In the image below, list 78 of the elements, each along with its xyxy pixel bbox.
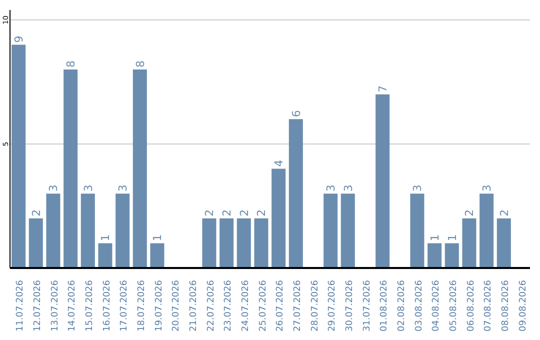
data-label: 2 — [498, 209, 511, 216]
bar — [64, 70, 78, 268]
x-tick-label: 07.08.2026 — [484, 280, 494, 332]
x-tick-label: 16.07.2026 — [102, 280, 112, 332]
x-tick-label: 19.07.2026 — [154, 280, 164, 332]
bar — [272, 168, 286, 268]
data-label: 1 — [99, 234, 112, 242]
bar — [28, 218, 43, 268]
data-label: 3 — [324, 184, 338, 192]
data-label: 2 — [203, 209, 216, 216]
data-label: 4 — [272, 160, 286, 167]
x-tick-label: 02.08.2026 — [397, 280, 407, 332]
data-label: 9 — [12, 36, 26, 43]
bar — [324, 194, 338, 268]
data-label: 2 — [30, 209, 43, 216]
data-label: 2 — [238, 209, 251, 216]
x-tick-label: 21.07.2026 — [189, 280, 199, 332]
bar — [98, 243, 112, 268]
data-label: 3 — [82, 184, 95, 192]
x-tick-label: 15.07.2026 — [85, 280, 95, 332]
bar — [444, 243, 459, 268]
data-label: 3 — [47, 184, 60, 192]
x-tick-label: 01.08.2026 — [380, 280, 390, 332]
x-tick-label: 30.07.2026 — [345, 280, 355, 332]
x-tick-label: 05.08.2026 — [449, 280, 459, 332]
x-tick-label: 11.07.2026 — [16, 280, 26, 332]
data-label: 1 — [428, 234, 442, 242]
bar — [220, 218, 234, 268]
x-tick-label: 14.07.2026 — [68, 280, 78, 332]
data-label: 3 — [480, 184, 494, 192]
x-tick-label: 09.08.2026 — [518, 280, 528, 332]
data-label: 1 — [446, 234, 459, 242]
data-label: 3 — [411, 184, 424, 192]
x-tick-label: 17.07.2026 — [120, 280, 130, 332]
x-tick-label: 25.07.2026 — [258, 280, 268, 332]
x-tick-label: 18.07.2026 — [137, 280, 147, 332]
data-label: 2 — [463, 209, 476, 216]
bar — [116, 194, 130, 268]
bar — [236, 218, 251, 268]
data-label: 8 — [134, 60, 147, 68]
bar — [132, 70, 147, 268]
bar — [496, 218, 511, 268]
bar — [202, 218, 216, 268]
x-tick-label: 08.08.2026 — [501, 280, 511, 332]
bar — [12, 44, 26, 268]
x-tick-label: 28.07.2026 — [310, 280, 320, 332]
bar — [46, 194, 60, 268]
x-tick-label: 23.07.2026 — [224, 280, 234, 332]
data-label: 7 — [376, 85, 390, 92]
data-label: 3 — [342, 184, 355, 192]
x-tick-label: 24.07.2026 — [241, 280, 251, 332]
x-tick-label: 29.07.2026 — [328, 280, 338, 332]
x-tick-label: 20.07.2026 — [172, 280, 182, 332]
x-tick-label: 27.07.2026 — [293, 280, 303, 332]
x-tick-label: 12.07.2026 — [33, 280, 43, 332]
x-tick-label: 03.08.2026 — [414, 280, 424, 332]
bar — [410, 194, 424, 268]
x-tick-label: 31.07.2026 — [362, 280, 372, 332]
bar — [254, 218, 268, 268]
data-label: 2 — [220, 209, 234, 216]
x-tick-label: 26.07.2026 — [276, 280, 286, 332]
data-label: 2 — [255, 209, 268, 216]
bar — [288, 119, 303, 268]
data-label: 8 — [64, 60, 78, 68]
bar — [340, 194, 355, 268]
bar — [376, 94, 390, 268]
data-label: 1 — [151, 234, 164, 242]
bar — [480, 194, 494, 268]
x-tick-label: 13.07.2026 — [50, 280, 60, 332]
data-label: 6 — [290, 110, 303, 118]
data-label: 3 — [116, 184, 130, 192]
bar — [80, 194, 95, 268]
x-tick-label: 04.08.2026 — [432, 280, 442, 332]
bar — [428, 243, 442, 268]
x-tick-label: 06.08.2026 — [466, 280, 476, 332]
bar — [150, 243, 164, 268]
x-tick-label: 22.07.2026 — [206, 280, 216, 332]
bar — [462, 218, 476, 268]
